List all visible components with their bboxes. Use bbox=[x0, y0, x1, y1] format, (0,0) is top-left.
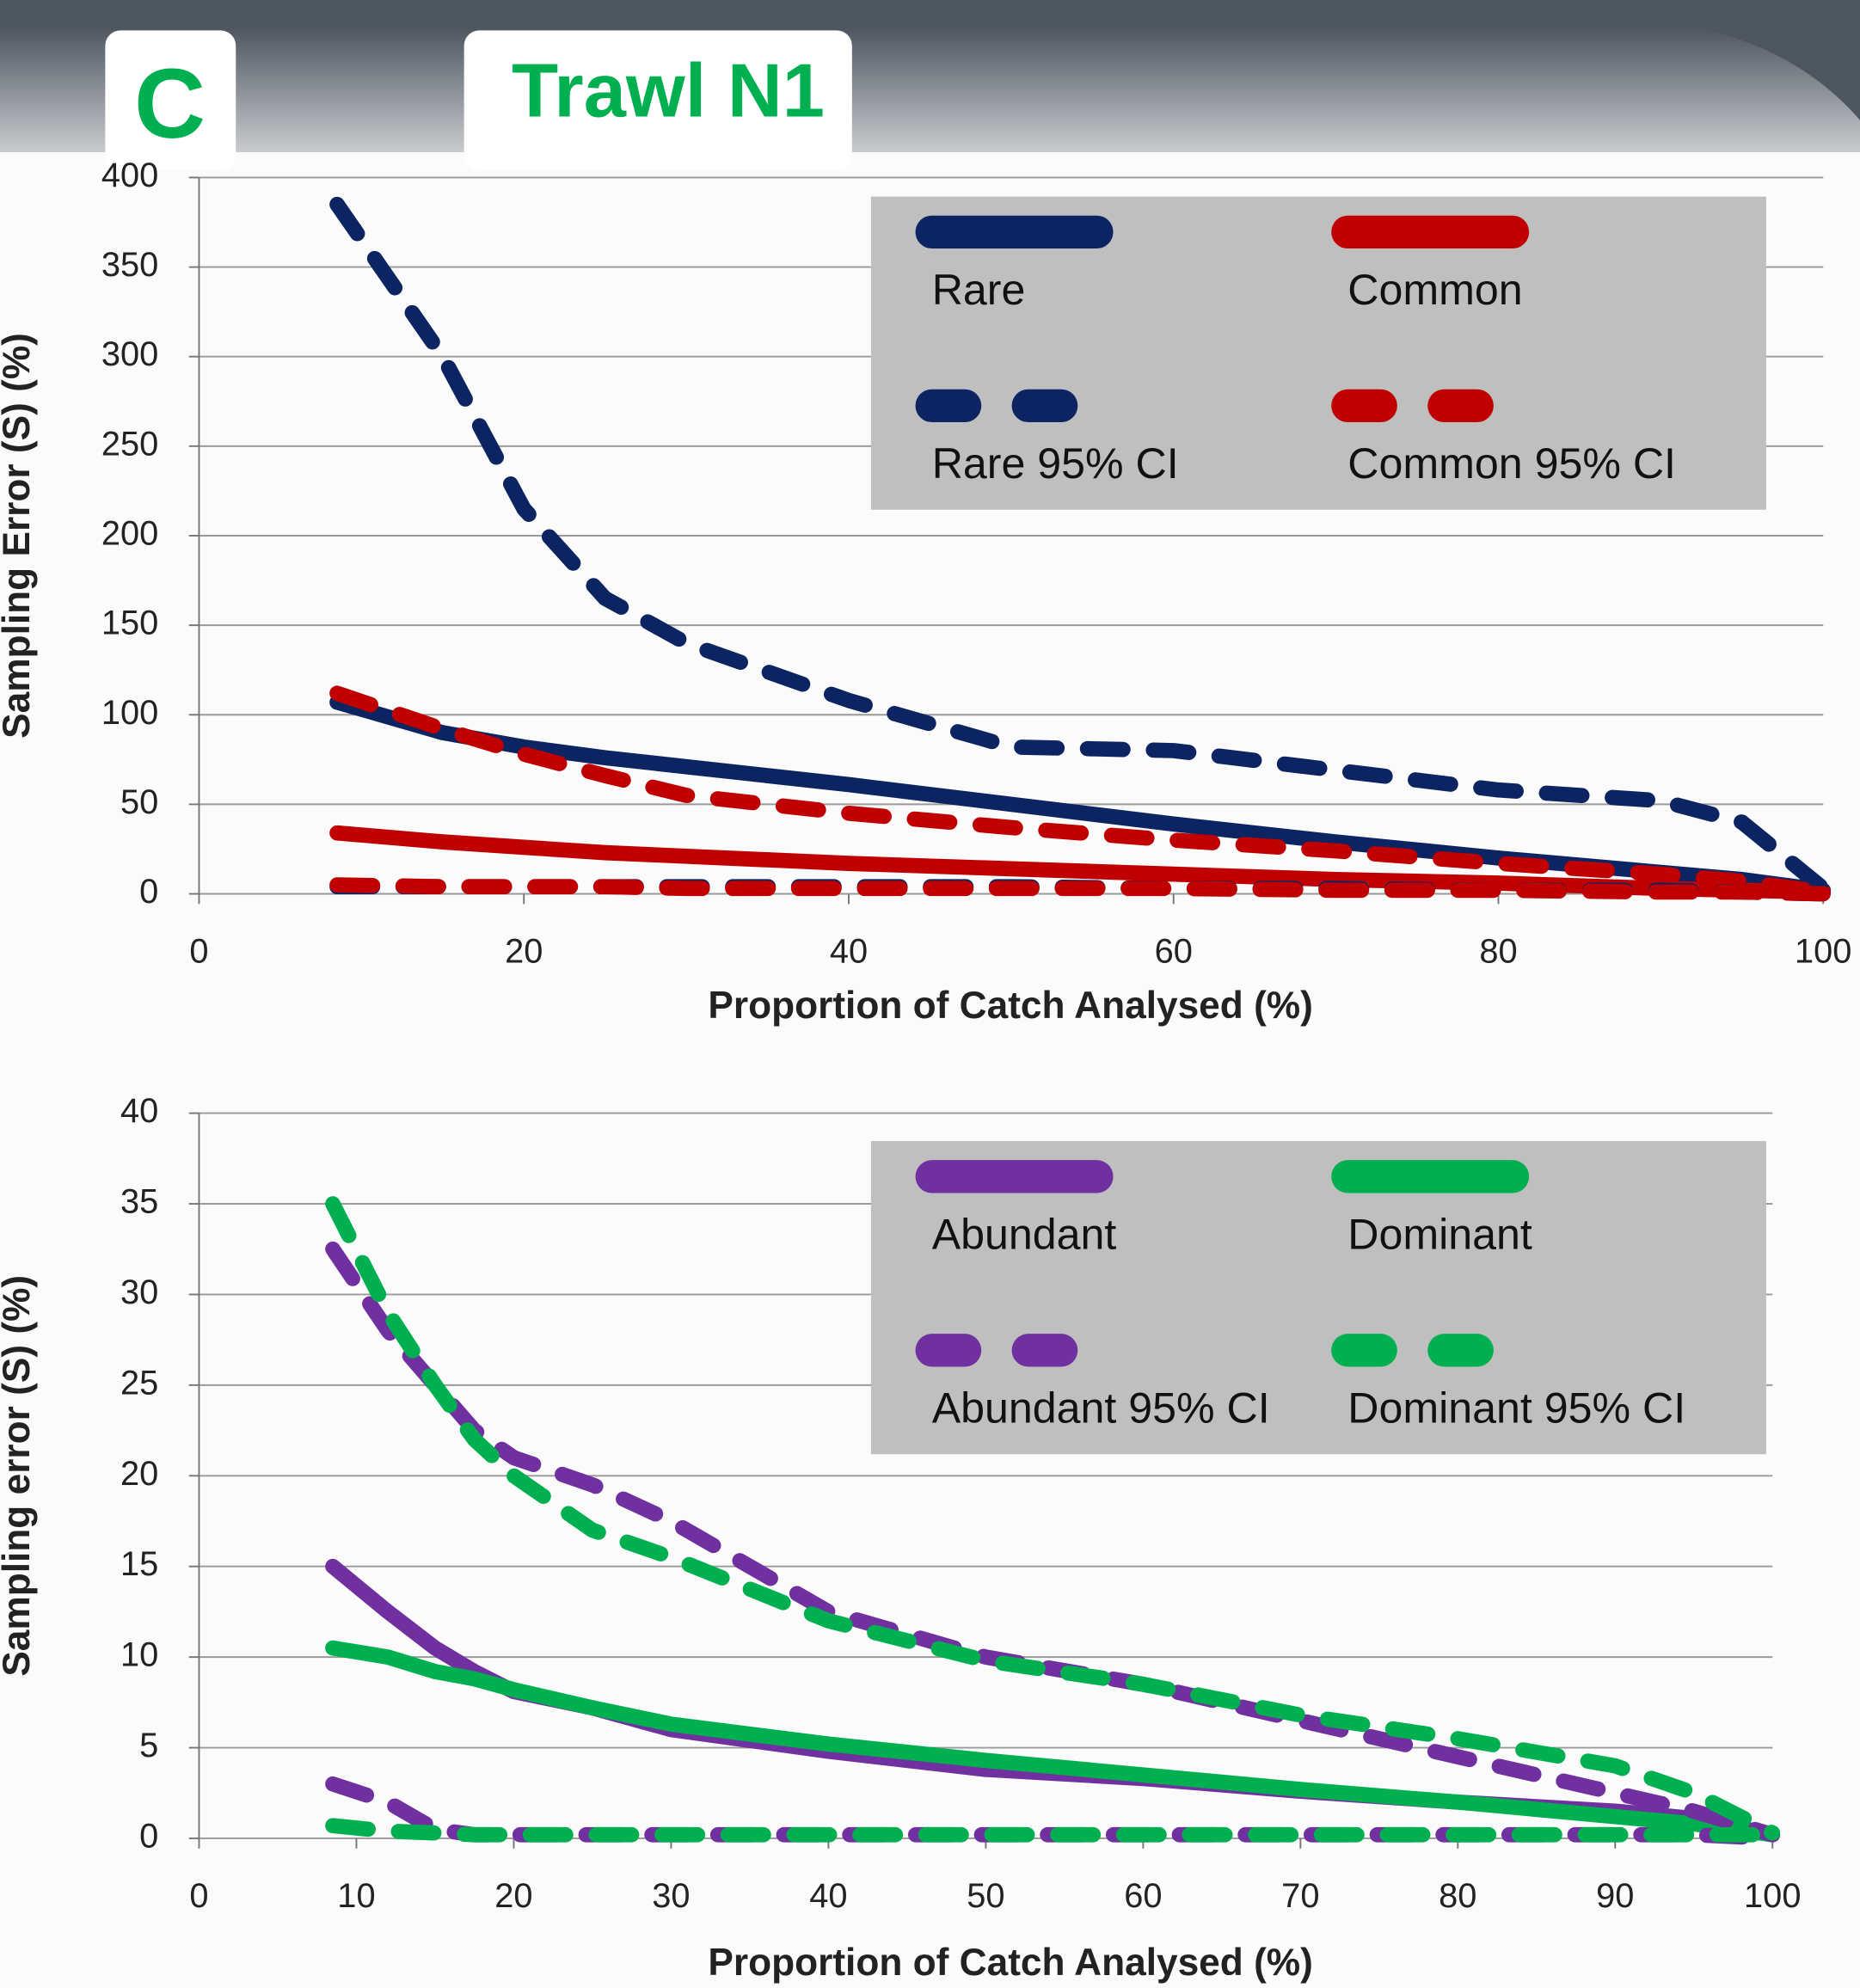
x-tick-label: 20 bbox=[505, 932, 543, 970]
legend: Rare Common Rare 95% CI Common 95% CI bbox=[871, 197, 1766, 510]
y-tick-label: 300 bbox=[101, 335, 158, 373]
x-tick-label: 70 bbox=[1281, 1877, 1319, 1915]
x-tick-label: 60 bbox=[1124, 1877, 1162, 1915]
legend-label: Rare 95% CI bbox=[932, 439, 1179, 488]
legend-label: Dominant bbox=[1347, 1210, 1532, 1258]
panel-label: C bbox=[134, 49, 206, 159]
x-tick-label: 80 bbox=[1439, 1877, 1476, 1915]
y-tick-label: 0 bbox=[139, 873, 158, 911]
y-tick-label: 100 bbox=[101, 694, 158, 732]
x-axis-title: Proportion of Catch Analysed (%) bbox=[708, 985, 1312, 1027]
ci-line bbox=[337, 885, 1823, 893]
x-tick-label: 100 bbox=[1795, 932, 1851, 970]
legend-label: Rare bbox=[932, 266, 1026, 314]
x-tick-label: 40 bbox=[809, 1877, 847, 1915]
x-tick-label: 0 bbox=[189, 1877, 208, 1915]
legend-label: Abundant 95% CI bbox=[932, 1384, 1270, 1432]
y-tick-label: 350 bbox=[101, 246, 158, 284]
y-axis-title: Sampling Error (S) (%) bbox=[0, 333, 38, 739]
x-tick-label: 20 bbox=[494, 1877, 532, 1915]
legend-label: Abundant bbox=[932, 1210, 1117, 1258]
x-tick-label: 80 bbox=[1479, 932, 1517, 970]
x-tick-label: 10 bbox=[337, 1877, 375, 1915]
y-tick-label: 50 bbox=[120, 783, 158, 821]
title: Trawl N1 bbox=[512, 47, 825, 132]
y-tick-label: 400 bbox=[101, 156, 158, 194]
y-tick-label: 20 bbox=[120, 1455, 158, 1493]
y-tick-label: 35 bbox=[120, 1183, 158, 1221]
figure: C Trawl N1 05010015020025030035040002040… bbox=[0, 0, 1860, 1988]
y-tick-label: 15 bbox=[120, 1545, 158, 1583]
legend-label: Dominant 95% CI bbox=[1347, 1384, 1685, 1432]
top-band bbox=[0, 28, 1860, 151]
x-tick-label: 30 bbox=[652, 1877, 690, 1915]
x-axis-title: Proportion of Catch Analysed (%) bbox=[708, 1942, 1312, 1984]
x-tick-label: 50 bbox=[967, 1877, 1004, 1915]
legend: Abundant Dominant Abundant 95% CI Dominant … bbox=[871, 1141, 1766, 1454]
y-tick-label: 30 bbox=[120, 1273, 158, 1311]
x-tick-label: 60 bbox=[1155, 932, 1193, 970]
y-tick-label: 5 bbox=[139, 1727, 158, 1764]
legend-label: Common 95% CI bbox=[1347, 439, 1676, 488]
y-tick-label: 40 bbox=[120, 1092, 158, 1130]
x-tick-label: 90 bbox=[1596, 1877, 1634, 1915]
x-tick-label: 100 bbox=[1744, 1877, 1801, 1915]
y-tick-label: 200 bbox=[101, 515, 158, 553]
x-tick-label: 40 bbox=[830, 932, 868, 970]
y-axis-title: Sampling error (S) (%) bbox=[0, 1275, 38, 1677]
y-tick-label: 250 bbox=[101, 425, 158, 463]
y-tick-label: 10 bbox=[120, 1636, 158, 1674]
legend-label: Common bbox=[1347, 266, 1522, 314]
y-tick-label: 25 bbox=[120, 1364, 158, 1402]
y-tick-label: 0 bbox=[139, 1817, 158, 1855]
y-tick-label: 150 bbox=[101, 604, 158, 642]
x-tick-label: 0 bbox=[189, 932, 208, 970]
